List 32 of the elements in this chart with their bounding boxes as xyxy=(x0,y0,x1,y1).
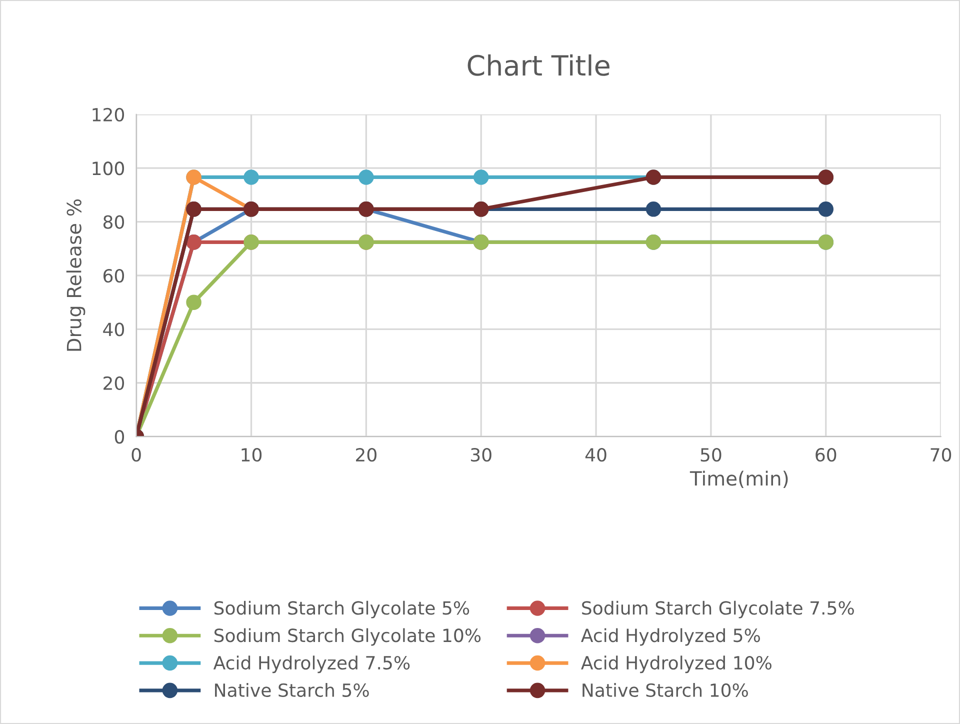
y-axis-title: Drug Release % xyxy=(66,199,86,351)
x-tick-label: 50 xyxy=(700,448,722,462)
y-tick-label: 0 xyxy=(114,430,124,444)
x-axis-title: Time(min) xyxy=(690,470,788,488)
point xyxy=(358,170,374,185)
legend-label: Sodium Starch Glycolate 10% xyxy=(214,628,481,646)
x-tick-label: 0 xyxy=(132,448,141,462)
x-tick-label: 70 xyxy=(930,448,952,462)
y-tick-label: 120 xyxy=(92,108,124,122)
legend-label: Acid Hydrolyzed 5% xyxy=(581,628,760,646)
point xyxy=(818,202,834,217)
legend-label: Acid Hydrolyzed 10% xyxy=(581,656,772,674)
legend-label: Native Starch 5% xyxy=(215,683,369,698)
point xyxy=(473,170,489,185)
legend-label: Acid Hydrolyzed 7.5% xyxy=(213,656,410,674)
x-tick-label: 40 xyxy=(585,448,606,462)
y-tick-label: 60 xyxy=(103,268,124,283)
y-tick-label: 100 xyxy=(92,162,124,176)
x-tick-label: 10 xyxy=(242,448,262,462)
legend-label: Sodium Starch Glycolate 7.5% xyxy=(582,600,854,618)
point xyxy=(244,170,259,185)
legend-label: Native Starch 10% xyxy=(582,683,748,698)
y-tick-label: 80 xyxy=(103,215,124,229)
point xyxy=(646,202,662,217)
x-tick-label: 20 xyxy=(356,448,376,462)
x-tick-label: 60 xyxy=(816,448,836,462)
legend-label: Sodium Starch Glycolate 5% xyxy=(214,600,470,618)
y-tick-label: 20 xyxy=(104,376,124,390)
point xyxy=(186,294,202,310)
x-tick-label: 30 xyxy=(470,448,492,462)
y-tick-label: 40 xyxy=(103,322,124,336)
chart-title: Chart Title xyxy=(468,54,610,76)
